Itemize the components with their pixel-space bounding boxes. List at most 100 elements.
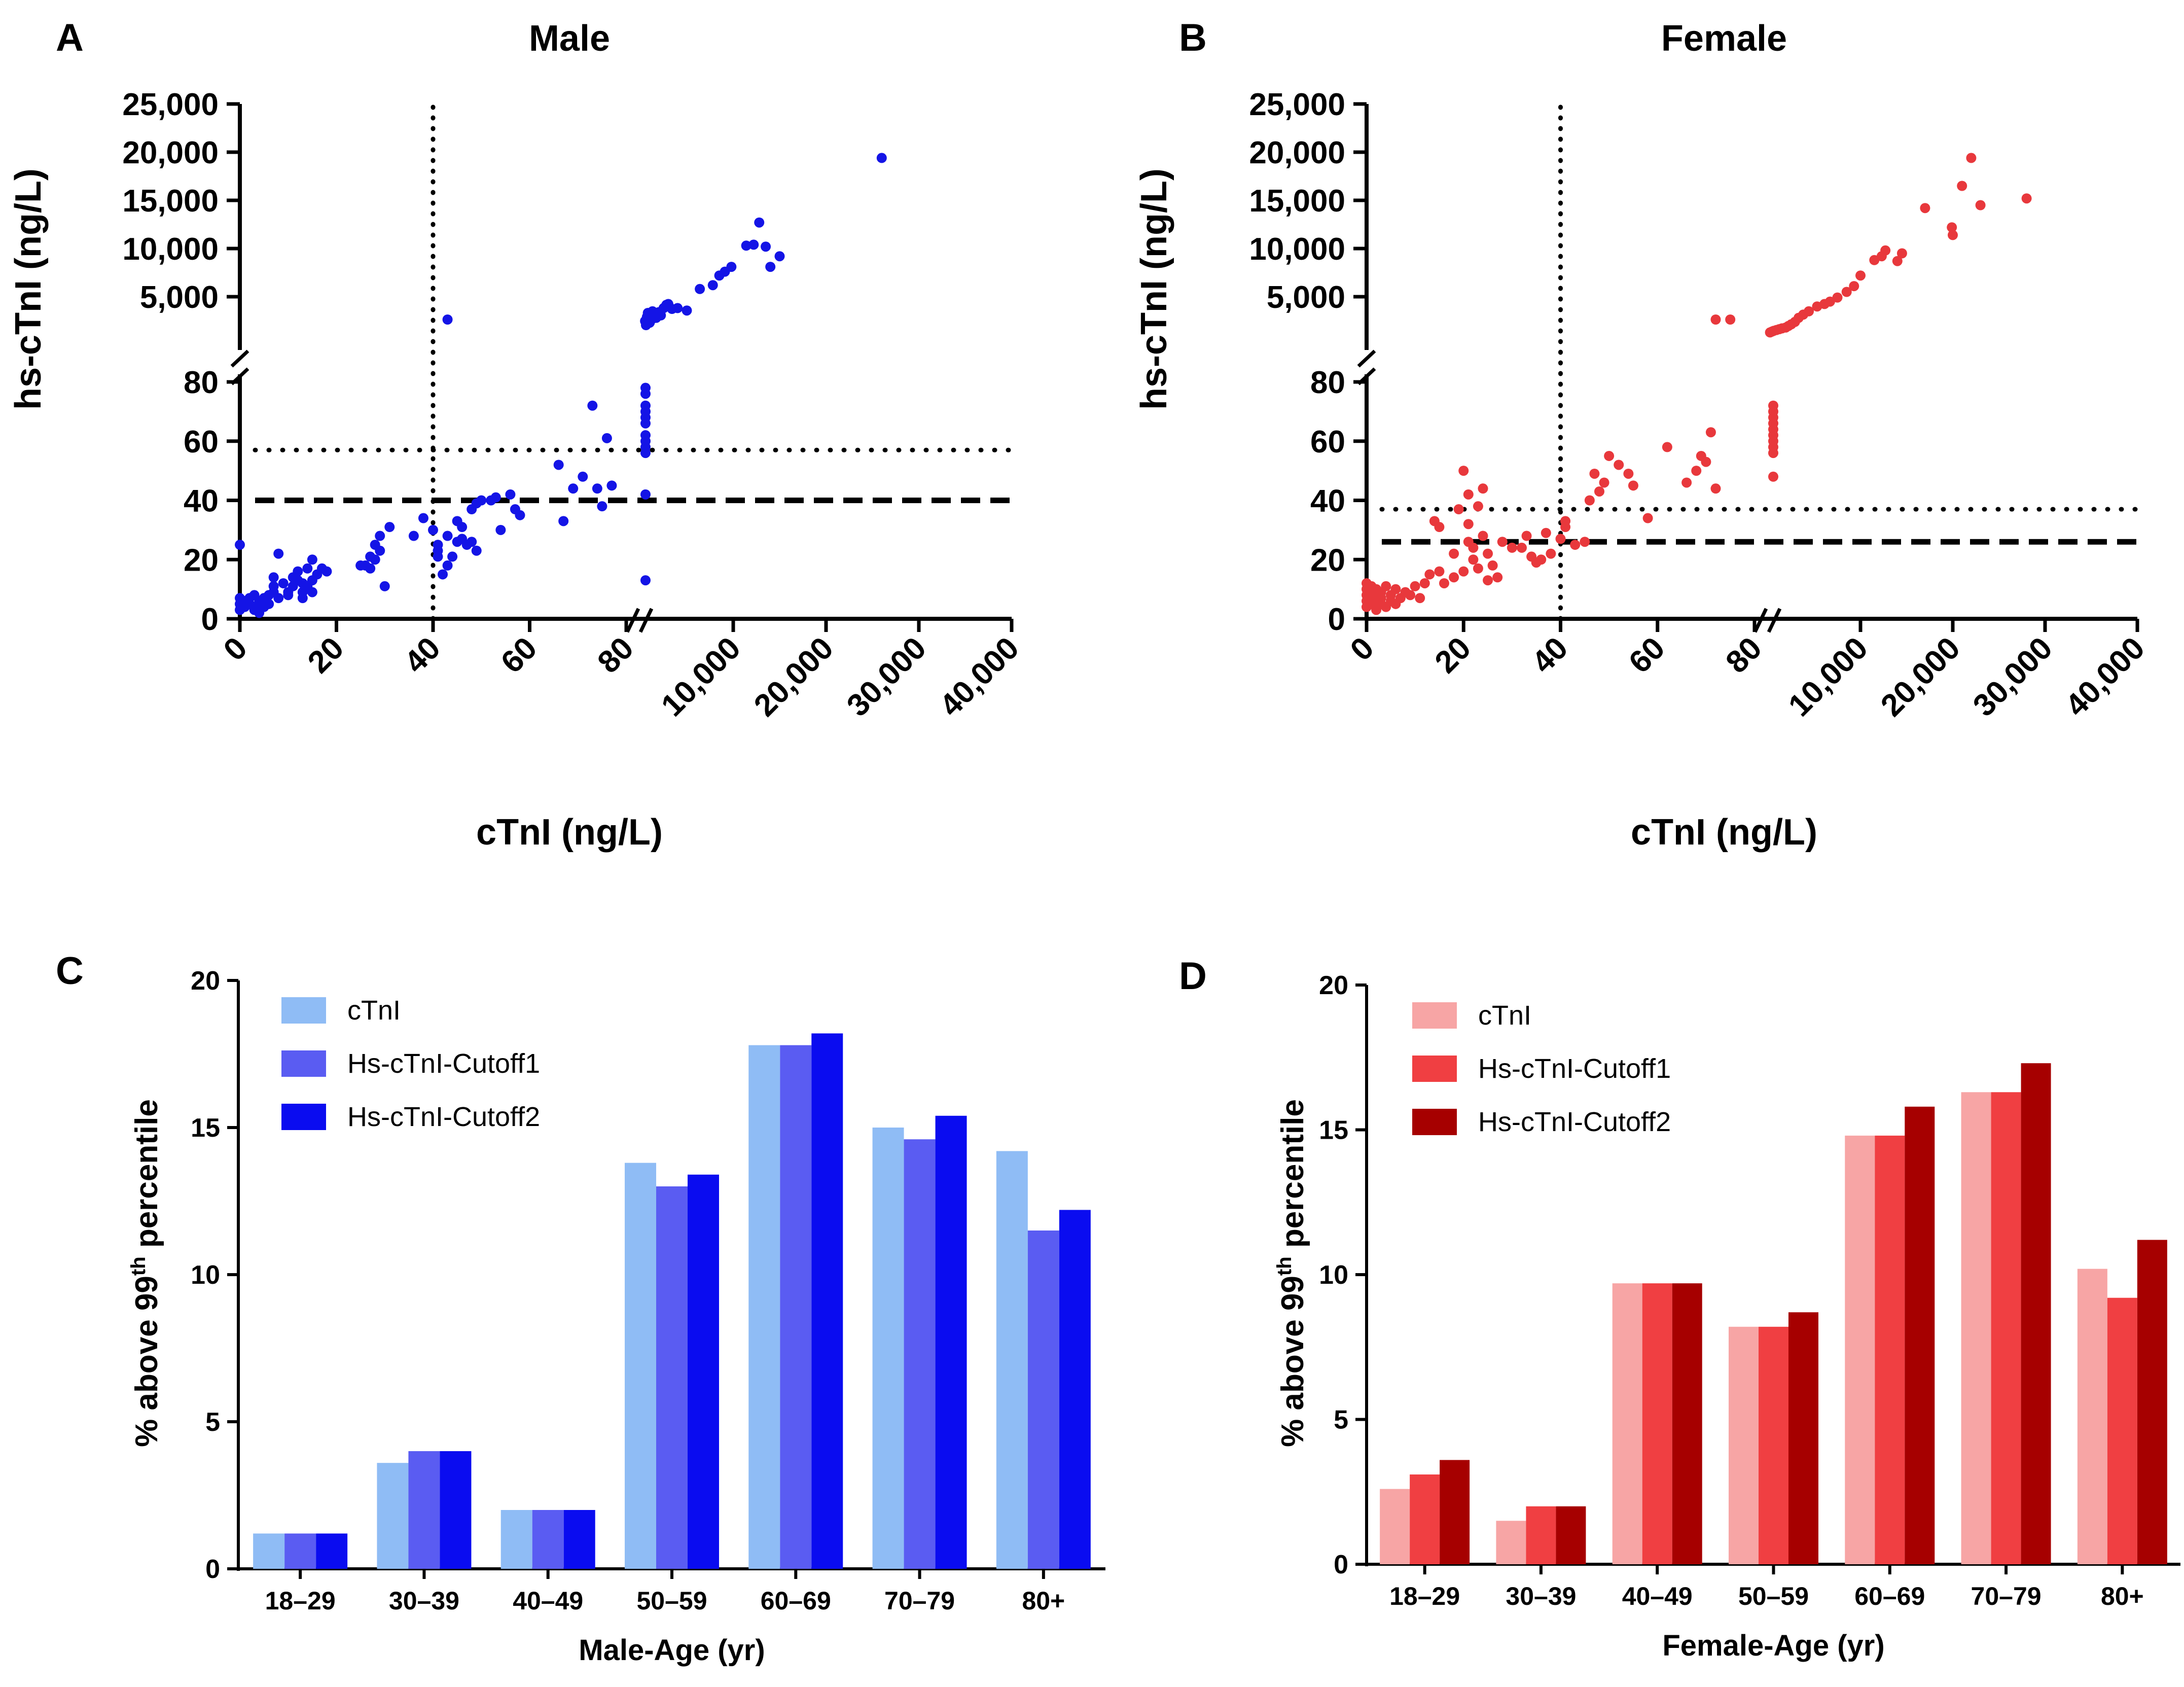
chart-title: Female <box>1661 18 1787 59</box>
x-tick-label: 0 <box>1344 630 1381 667</box>
legend-label: Hs-cTnI-Cutoff1 <box>347 1048 540 1079</box>
data-point <box>505 489 516 500</box>
x-tick-label: 30–39 <box>389 1587 459 1615</box>
data-point <box>754 217 765 228</box>
data-point <box>1560 516 1571 526</box>
x-tick-label: 80 <box>1719 630 1769 680</box>
data-point <box>1841 287 1852 297</box>
y-tick-label: 5,000 <box>1267 280 1345 315</box>
y-axis-title-tail: percentile <box>1275 1099 1310 1256</box>
legend: cTnI Hs-cTnI-Cutoff1 Hs-cTnI-Cutoff2 <box>281 995 540 1132</box>
bar <box>748 1045 780 1569</box>
x-tick-label: 18–29 <box>1389 1582 1460 1610</box>
y-tick-label: 20,000 <box>122 135 219 170</box>
data-point <box>384 522 395 533</box>
data-point <box>375 531 385 541</box>
legend-swatch <box>281 997 326 1024</box>
data-point <box>273 548 284 559</box>
data-point <box>1473 501 1483 512</box>
y-tick-label: 5,000 <box>140 280 219 315</box>
panel-label-c: C <box>56 950 84 993</box>
data-point <box>1541 528 1551 538</box>
legend-swatch <box>1412 1056 1457 1082</box>
data-point <box>379 581 390 591</box>
y-axis-break-mark <box>230 349 249 368</box>
data-point <box>1662 442 1672 452</box>
x-tick-label: 60 <box>1622 630 1672 680</box>
y-tick-label: 20,000 <box>1249 135 1345 170</box>
data-point <box>1449 548 1459 559</box>
data-point <box>1546 548 1556 559</box>
bar <box>316 1533 348 1569</box>
bar <box>563 1510 595 1569</box>
data-point <box>876 153 887 163</box>
data-point <box>1415 593 1425 604</box>
x-tick-label: 18–29 <box>265 1587 336 1615</box>
scatter-panel-a: 0 20 40 60 80 5,000 10,000 15,000 20,000 25,000 0 2… <box>8 18 1026 853</box>
legend-label: cTnI <box>347 995 401 1026</box>
bar <box>2137 1240 2167 1564</box>
x-tick-label: 40 <box>1525 630 1575 680</box>
data-point <box>321 566 332 577</box>
y-tick-label: 40 <box>1310 484 1345 519</box>
y-tick-label: 25,000 <box>122 87 219 122</box>
data-point <box>597 501 607 512</box>
data-point <box>1517 542 1527 553</box>
data-point <box>1594 486 1604 497</box>
data-point <box>495 524 506 535</box>
data-point <box>297 593 308 604</box>
data-point <box>264 599 274 609</box>
bar <box>440 1451 472 1569</box>
data-point <box>558 516 569 526</box>
data-point <box>1824 296 1835 307</box>
x-axis-title: Female-Age (yr) <box>1662 1629 1884 1662</box>
bar <box>656 1186 688 1569</box>
bar <box>284 1533 316 1569</box>
data-point <box>1405 590 1416 601</box>
bars <box>253 1033 1091 1569</box>
data-point <box>1710 483 1721 494</box>
y-tick-label: 0 <box>205 1555 220 1584</box>
x-tick-label: 20 <box>1428 630 1478 680</box>
data-point <box>748 239 759 250</box>
data-point <box>438 569 448 580</box>
data-point <box>761 241 771 252</box>
data-point <box>1892 256 1903 266</box>
bar <box>1380 1489 1410 1564</box>
bar <box>1672 1283 1702 1564</box>
data-point <box>1628 480 1638 491</box>
data-point <box>1855 270 1866 281</box>
bar <box>377 1463 409 1569</box>
axes: 0 5 10 15 20 18–29 30–39 40–49 50–59 60–69 70–79 80… <box>191 966 1105 1615</box>
x-axis-title: Male-Age (yr) <box>579 1634 765 1667</box>
data-point <box>471 545 482 556</box>
x-tick-label: 40,000 <box>2059 630 2152 723</box>
bar <box>1845 1135 1875 1564</box>
data-point <box>1434 522 1445 533</box>
bar <box>625 1163 656 1569</box>
bar <box>1875 1135 1905 1564</box>
y-axis-title-tail: percentile <box>129 1099 164 1256</box>
bar-panel-d: 0 5 10 15 20 18–29 30–39 40–49 50–59 60–69 70–79 80… <box>1273 971 2180 1662</box>
data-point <box>587 400 598 411</box>
bar <box>1642 1283 1672 1564</box>
bars <box>1380 1063 2167 1564</box>
y-tick-label: 0 <box>1328 602 1345 637</box>
data-point <box>695 284 705 294</box>
panel-label-a: A <box>56 16 84 59</box>
y-tick-label: 20 <box>184 543 219 578</box>
data-point <box>568 483 579 494</box>
y-axis-title: % above 99th percentile <box>1273 1099 1310 1447</box>
legend-swatch <box>281 1104 326 1130</box>
y-tick-label: 60 <box>184 425 219 460</box>
data-point <box>1681 477 1692 488</box>
y-axis-title-main: % above 99 <box>1275 1276 1310 1447</box>
data-point <box>302 563 313 574</box>
y-tick-label: 25,000 <box>1249 87 1345 122</box>
bar <box>532 1510 564 1569</box>
x-tick-label: 40 <box>398 630 447 680</box>
data-point <box>1439 578 1449 588</box>
data-point <box>1473 563 1483 574</box>
data-points <box>1362 153 2032 615</box>
